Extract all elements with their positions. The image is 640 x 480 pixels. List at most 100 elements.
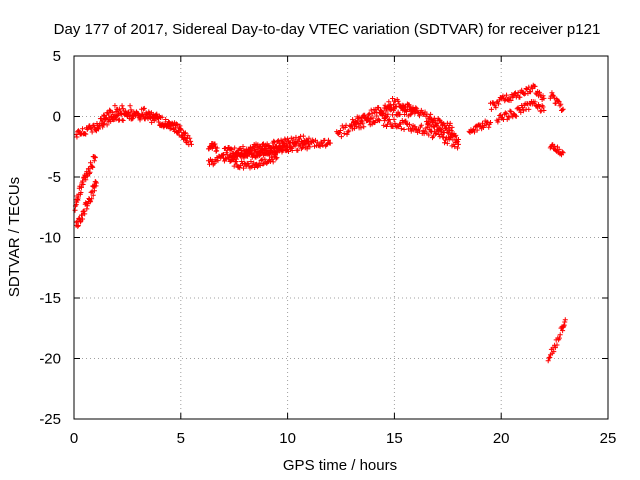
data-point <box>257 152 263 158</box>
data-point <box>552 345 558 351</box>
data-point <box>561 323 567 329</box>
data-point <box>413 105 419 111</box>
data-point <box>432 131 438 137</box>
data-point <box>556 99 562 105</box>
data-point <box>127 112 133 118</box>
data-point <box>221 151 227 157</box>
data-point <box>416 113 422 119</box>
data-point <box>77 219 83 225</box>
data-point <box>423 113 429 119</box>
data-point <box>401 127 407 133</box>
data-point <box>320 142 326 148</box>
data-point <box>397 121 403 127</box>
data-point <box>416 128 422 134</box>
data-point <box>498 112 504 118</box>
data-point <box>358 125 364 131</box>
data-point <box>119 103 125 109</box>
data-point <box>541 95 547 101</box>
data-point <box>380 110 386 116</box>
x-tick-label: 25 <box>600 430 617 447</box>
y-tick-label: 0 <box>53 109 61 126</box>
data-point <box>358 117 364 123</box>
data-point <box>130 115 136 121</box>
data-point <box>447 120 453 126</box>
data-point <box>292 143 298 149</box>
data-point <box>421 131 427 137</box>
data-point <box>81 208 87 214</box>
data-point <box>185 133 191 139</box>
data-point <box>92 124 98 130</box>
data-point <box>134 110 140 116</box>
data-track <box>488 82 547 112</box>
data-point <box>317 143 323 149</box>
data-point <box>431 123 437 129</box>
data-point <box>423 119 429 125</box>
data-point <box>551 95 557 101</box>
data-point <box>353 119 359 125</box>
data-point <box>453 132 459 138</box>
data-point <box>364 117 370 123</box>
data-point <box>518 109 524 115</box>
data-point <box>412 124 418 130</box>
data-point <box>558 101 564 107</box>
data-point <box>376 117 382 123</box>
data-point <box>289 148 295 154</box>
data-point <box>188 141 194 147</box>
data-point <box>385 111 391 117</box>
data-point <box>474 127 480 133</box>
data-point <box>100 124 106 130</box>
data-point <box>442 137 448 143</box>
data-point <box>88 160 94 166</box>
data-point <box>512 91 518 97</box>
data-track <box>423 117 461 145</box>
data-point <box>89 163 95 169</box>
data-point <box>295 147 301 153</box>
data-point <box>170 122 176 128</box>
data-point <box>449 124 455 130</box>
data-point <box>496 101 502 107</box>
data-point <box>101 120 107 126</box>
data-point <box>287 144 293 150</box>
data-point <box>472 124 478 130</box>
data-point <box>408 128 414 134</box>
data-point <box>224 147 230 153</box>
data-point <box>123 111 129 117</box>
data-point <box>439 123 445 129</box>
data-point <box>383 115 389 121</box>
data-point <box>560 328 566 334</box>
x-tick-label: 15 <box>386 430 403 447</box>
data-point <box>367 116 373 122</box>
data-point <box>88 126 94 132</box>
data-point <box>549 90 555 96</box>
data-point <box>520 105 526 111</box>
data-point <box>84 169 90 175</box>
data-point <box>173 125 179 131</box>
data-point <box>384 121 390 127</box>
data-point <box>446 123 452 129</box>
data-point <box>500 93 506 99</box>
data-point <box>389 105 395 111</box>
data-point <box>87 199 93 205</box>
y-tick-label: -20 <box>39 351 61 368</box>
data-point <box>75 195 81 201</box>
data-point <box>127 103 133 109</box>
data-point <box>182 131 188 137</box>
data-point <box>79 212 85 218</box>
data-point <box>120 118 126 124</box>
x-tick-label: 10 <box>279 430 296 447</box>
data-point <box>101 112 107 118</box>
data-point <box>304 146 310 152</box>
data-point <box>281 143 287 149</box>
data-point <box>271 145 277 151</box>
data-point <box>381 122 387 128</box>
data-track <box>73 121 103 140</box>
data-point <box>324 142 330 148</box>
data-point <box>386 99 392 105</box>
data-point <box>269 156 275 162</box>
data-point <box>415 109 421 115</box>
data-point <box>562 319 568 325</box>
data-point <box>455 145 461 151</box>
data-point <box>559 107 565 113</box>
data-point <box>104 122 110 128</box>
